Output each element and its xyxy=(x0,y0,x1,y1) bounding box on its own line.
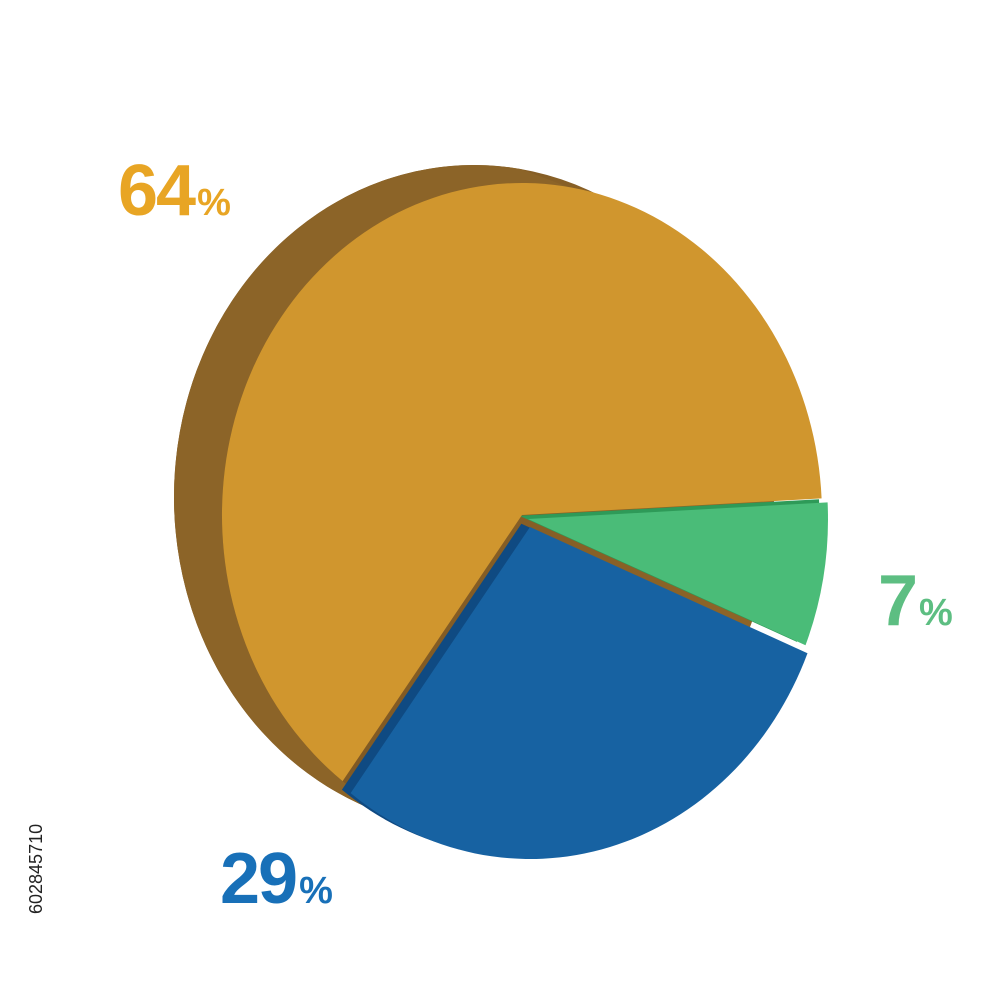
pie-top-layer xyxy=(221,182,828,860)
data-label-value: 29 xyxy=(220,839,298,919)
data-label-value: 64 xyxy=(118,151,196,231)
pie-slice-7 xyxy=(528,502,828,646)
data-label-unit: % xyxy=(919,592,953,634)
data-label-unit: % xyxy=(197,182,231,224)
data-label-7: 7% xyxy=(878,560,953,642)
pie-slice-64 xyxy=(221,182,822,782)
stock-id-text: 602845710 xyxy=(8,764,46,914)
stock-id-label: 602845710 xyxy=(26,823,46,914)
data-label-29: 29% xyxy=(220,838,333,920)
data-label-value: 7 xyxy=(878,561,918,641)
data-label-64: 64% xyxy=(118,150,231,232)
pie-slice-29 xyxy=(350,527,808,860)
data-label-unit: % xyxy=(299,870,333,912)
